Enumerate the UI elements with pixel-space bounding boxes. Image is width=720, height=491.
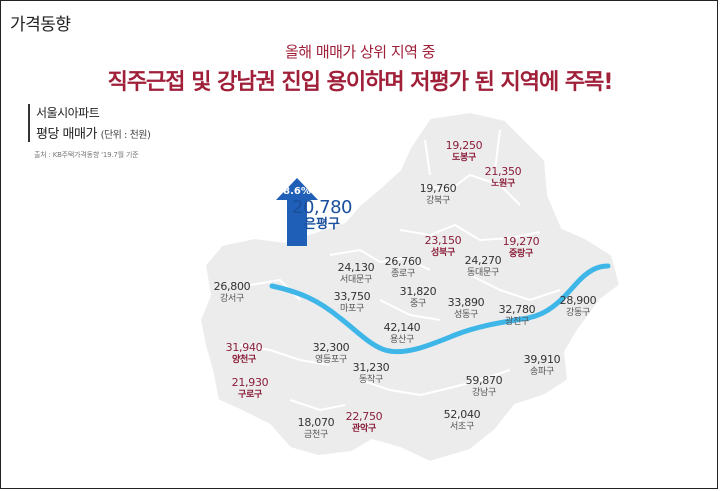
district-label: 28,900 강동구	[559, 294, 597, 318]
district-value: 18,070	[297, 416, 335, 429]
district-label: 59,870 강남구	[465, 374, 503, 398]
subtitle: 올해 매매가 상위 지역 중	[284, 43, 436, 61]
district-label: 19,760 강북구	[419, 182, 457, 206]
district-label: 22,750 관악구	[345, 410, 383, 434]
district-label: 26,800 강서구	[213, 280, 251, 304]
headline: 직주근접 및 강남권 진입 용이하며 저평가 된 지역에 주목!	[107, 70, 614, 95]
district-name: 동대문구	[467, 267, 499, 278]
legend-line2: 평당 매매가 (단위 : 천원)	[36, 123, 151, 142]
district-name: 동작구	[359, 374, 383, 385]
district-label: 42,140 용산구	[383, 321, 421, 345]
district-value: 32,780	[498, 303, 536, 316]
district-value: 19,270	[502, 235, 540, 248]
district-value: 31,230	[352, 361, 390, 374]
district-name: 서대문구	[340, 274, 372, 285]
district-label: 33,750 마포구	[333, 290, 371, 314]
district-name: 성동구	[454, 309, 478, 320]
district-value: 32,300	[312, 341, 350, 354]
district-name: 광진구	[505, 316, 529, 327]
featured-district: 20,780 은평구	[292, 198, 352, 232]
district-value: 21,350	[484, 165, 522, 178]
district-name: 성북구	[431, 247, 455, 258]
featured-change: 8.6%	[283, 186, 311, 197]
district-label: 18,070 금천구	[297, 416, 335, 440]
district-name: 강북구	[426, 195, 450, 206]
district-name: 마포구	[340, 303, 364, 314]
district-name: 관악구	[352, 423, 376, 434]
district-label: 21,350 노원구	[484, 165, 522, 189]
district-label: 23,150 성북구	[424, 234, 462, 258]
district-name: 영등포구	[315, 354, 347, 365]
district-value: 19,250	[445, 139, 483, 152]
district-label: 31,820 중구	[399, 285, 437, 309]
district-label: 19,250 도봉구	[445, 139, 483, 163]
district-label: 24,130 서대문구	[337, 261, 375, 285]
increase-arrow-icon	[276, 178, 318, 246]
district-name: 금천구	[304, 429, 328, 440]
district-value: 26,800	[213, 280, 251, 293]
featured-name: 은평구	[304, 216, 340, 232]
featured-value: 20,780	[292, 197, 352, 218]
district-value: 31,940	[225, 341, 263, 354]
district-name: 노원구	[491, 178, 515, 189]
district-value: 33,890	[447, 296, 485, 309]
source-note: 출처 : KB주택가격동향 '19.7월 기준	[34, 151, 139, 159]
district-value: 42,140	[383, 321, 421, 334]
district-value: 39,910	[523, 353, 561, 366]
district-label: 19,270 중랑구	[502, 235, 540, 259]
district-value: 24,130	[337, 261, 375, 274]
district-label: 33,890 성동구	[447, 296, 485, 320]
district-name: 강남구	[472, 387, 496, 398]
district-name: 구로구	[238, 389, 262, 400]
han-river	[269, 263, 611, 355]
district-value: 23,150	[424, 234, 462, 247]
district-value: 21,930	[231, 376, 269, 389]
district-value: 26,760	[384, 255, 422, 268]
district-name: 중구	[410, 298, 426, 309]
district-name: 강서구	[220, 293, 244, 304]
district-label: 26,760 종로구	[384, 255, 422, 279]
district-name: 중랑구	[509, 248, 533, 259]
district-name: 용산구	[390, 334, 414, 345]
district-value: 59,870	[465, 374, 503, 387]
legend-metric: 평당 매매가	[36, 127, 97, 142]
district-name: 서초구	[450, 421, 474, 432]
district-value: 28,900	[559, 294, 597, 307]
district-name: 도봉구	[452, 152, 476, 163]
district-label: 52,040 서초구	[443, 408, 481, 432]
district-label: 24,270 동대문구	[464, 254, 502, 278]
district-name: 강동구	[566, 307, 590, 318]
district-value: 52,040	[443, 408, 481, 421]
district-name: 양천구	[232, 354, 256, 365]
legend-line1: 서울시아파트	[36, 106, 100, 120]
legend-unit: (단위 : 천원)	[100, 130, 151, 141]
district-label: 31,940 양천구	[225, 341, 263, 365]
district-label: 39,910 송파구	[523, 353, 561, 377]
district-label: 32,780 광진구	[498, 303, 536, 327]
district-label: 31,230 동작구	[352, 361, 390, 385]
district-name: 종로구	[391, 268, 415, 279]
district-value: 31,820	[399, 285, 437, 298]
district-label: 32,300 영등포구	[312, 341, 350, 365]
district-label: 21,930 구로구	[231, 376, 269, 400]
district-value: 22,750	[345, 410, 383, 423]
district-value: 33,750	[333, 290, 371, 303]
legend: 서울시아파트 평당 매매가 (단위 : 천원)	[28, 104, 151, 142]
district-name: 송파구	[530, 366, 554, 377]
corner-title: 가격동향	[10, 15, 71, 35]
district-value: 19,760	[419, 182, 457, 195]
district-value: 24,270	[464, 254, 502, 267]
